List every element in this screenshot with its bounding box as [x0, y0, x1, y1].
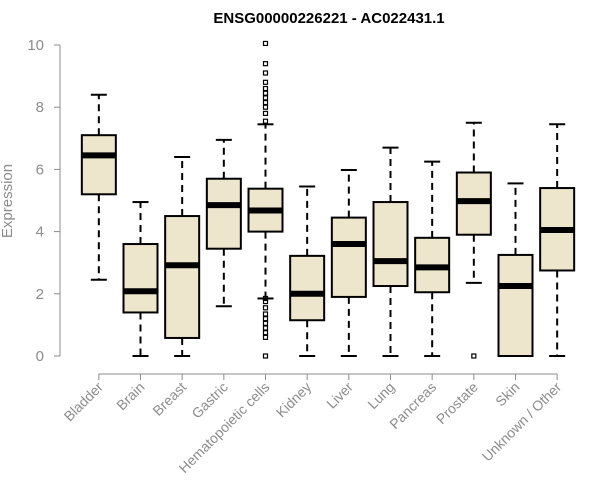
x-tick-label: Skin: [492, 379, 523, 410]
outlier-point: [262, 316, 269, 322]
chart-title: ENSG00000226221 - AC022431.1: [213, 10, 444, 27]
y-tick-label: 10: [27, 37, 44, 54]
iqr-box: [330, 216, 367, 298]
outlier-point: [262, 90, 269, 96]
outlier-point: [471, 353, 477, 359]
y-tick-label: 4: [36, 224, 44, 241]
x-tick-label: Unknown / Other: [479, 379, 565, 465]
box-unknown-other: [539, 123, 576, 357]
y-tick-label: 8: [36, 99, 44, 116]
box-breast: [164, 155, 201, 357]
outlier-point: [262, 330, 269, 336]
y-tick-label: 6: [36, 161, 44, 178]
box-prostate: [455, 121, 492, 359]
box-skin: [497, 182, 534, 357]
iqr-box: [372, 201, 409, 288]
iqr-box: [497, 253, 534, 357]
outlier-point: [262, 334, 269, 340]
outlier-point: [262, 305, 269, 311]
x-tick-label: Breast: [149, 379, 189, 419]
outlier-point: [262, 40, 269, 47]
box-hematopoietic-cells: [247, 40, 284, 359]
iqr-box: [122, 243, 159, 314]
x-tick-label: Lung: [364, 379, 397, 412]
outlier-point: [262, 298, 269, 305]
x-tick-label: Prostate: [433, 379, 481, 427]
y-tick-label: 2: [36, 286, 44, 303]
box-bladder: [80, 93, 117, 281]
box-series: [80, 40, 576, 359]
outlier-point: [262, 95, 269, 101]
iqr-box: [164, 215, 201, 339]
x-tick-label: Liver: [323, 379, 356, 412]
x-tick-label: Brain: [113, 379, 147, 413]
box-lung: [372, 146, 409, 357]
box-gastric: [205, 138, 242, 308]
outlier-point: [262, 70, 269, 76]
outlier-point: [262, 61, 269, 67]
iqr-box: [289, 254, 326, 322]
outlier-point: [262, 325, 269, 331]
outlier-point: [262, 104, 269, 110]
outlier-point: [262, 79, 269, 85]
x-tick-label: Kidney: [273, 379, 315, 421]
x-tick-label: Bladder: [61, 379, 107, 425]
outlier-point: [262, 320, 269, 326]
box-kidney: [289, 185, 326, 357]
outlier-point: [262, 85, 269, 92]
y-axis-label: Expression: [0, 164, 16, 238]
box-brain: [122, 201, 159, 357]
y-tick-label: 0: [36, 348, 44, 365]
outlier-point: [262, 118, 269, 124]
outlier-point: [262, 311, 269, 317]
outlier-point: [262, 353, 269, 359]
outlier-point: [262, 99, 269, 106]
iqr-box: [80, 134, 117, 196]
iqr-box: [205, 177, 242, 250]
box-liver: [330, 169, 367, 357]
outlier-point: [262, 110, 269, 117]
outlier-point: [262, 295, 269, 302]
box-pancreas: [414, 160, 451, 357]
y-axis: 0 2 4 6 8 10: [27, 37, 61, 365]
